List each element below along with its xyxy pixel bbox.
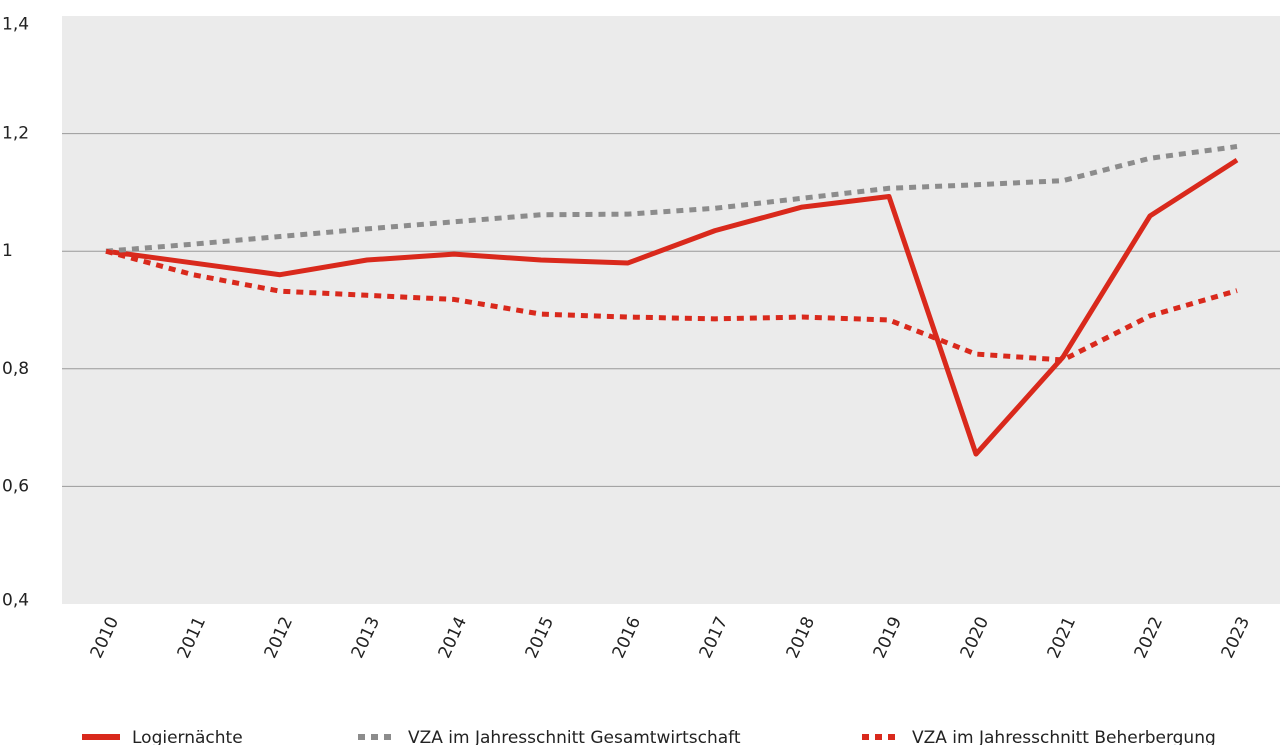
x-tick-label: 2016	[609, 614, 645, 662]
legend-label: VZA im Jahresschnitt Gesamtwirtschaft	[408, 728, 741, 745]
x-tick-label: 2015	[522, 614, 558, 662]
legend-label: Logiernächte	[132, 728, 243, 745]
x-tick-label: 2011	[174, 614, 210, 662]
plot-area	[62, 16, 1280, 604]
legend-label: VZA im Jahresschnitt Beherbergung	[912, 728, 1216, 745]
x-tick-label: 2014	[435, 614, 471, 662]
series-line	[105, 157, 1239, 457]
series-line	[105, 248, 1238, 363]
x-tick-label: 2017	[696, 614, 732, 662]
y-tick-label: 0,8	[2, 359, 29, 379]
y-tick-label: 0,6	[2, 476, 29, 496]
y-tick-label: 1,2	[2, 124, 29, 144]
x-tick-label: 2021	[1044, 614, 1080, 662]
x-tick-label: 2013	[348, 614, 384, 662]
y-tick-label: 1	[2, 241, 13, 261]
x-tick-label: 2010	[87, 614, 123, 662]
x-tick-label: 2020	[957, 614, 993, 662]
x-tick-label: 2018	[783, 614, 819, 662]
y-tick-label: 1,4	[2, 14, 29, 34]
y-tick-label: 0,4	[2, 590, 29, 610]
x-tick-label: 2022	[1131, 614, 1167, 662]
x-tick-label: 2023	[1218, 614, 1254, 662]
x-tick-label: 2019	[870, 614, 906, 662]
x-tick-label: 2012	[261, 614, 297, 662]
